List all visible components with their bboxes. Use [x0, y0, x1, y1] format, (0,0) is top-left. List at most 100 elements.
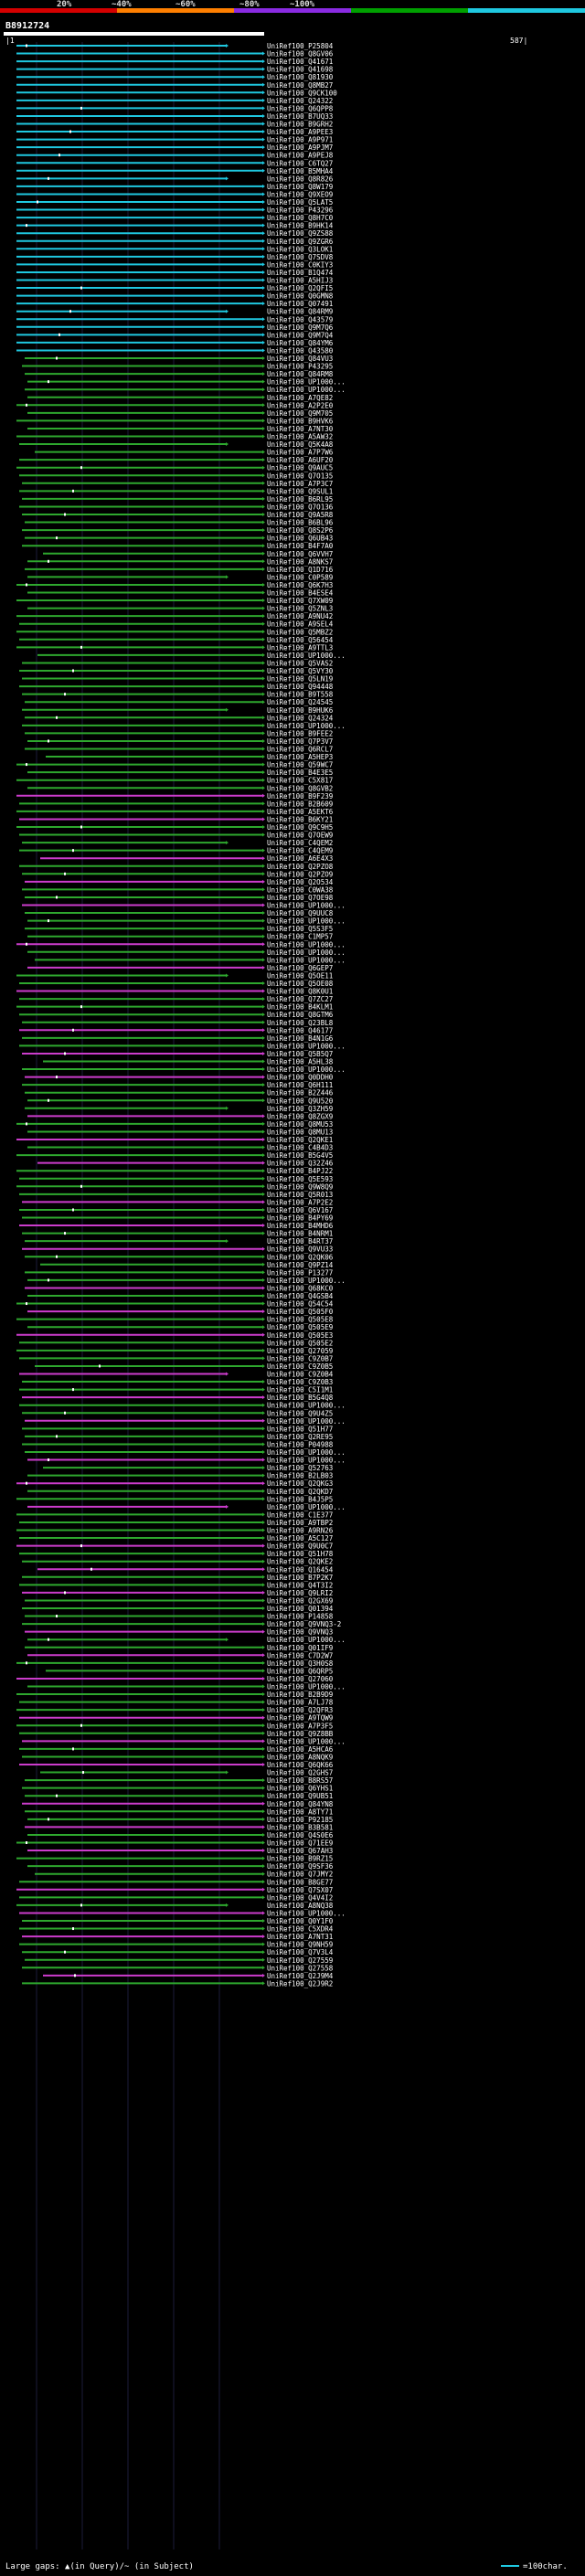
- hit-arrow: [262, 1215, 265, 1220]
- hit-arrow: [262, 599, 265, 603]
- hit-label: UniRef100_Q9UUC8: [267, 909, 334, 917]
- hit-arrow: [262, 1246, 265, 1251]
- hit-label: UniRef100_C9Z0B5: [267, 1362, 333, 1371]
- hit-label: UniRef100_Q8MU13: [267, 1128, 333, 1136]
- hit-label: UniRef100_Q5B5Q7: [267, 1050, 333, 1058]
- hit-arrow: [226, 1770, 229, 1775]
- hit-arrow: [262, 1075, 265, 1079]
- hit-label: UniRef100_UP1000...: [267, 1402, 346, 1410]
- hit-label: UniRef100_A9P971: [267, 136, 333, 144]
- hit-arrow: [262, 1356, 265, 1361]
- hit-label: UniRef100_Q4S0E6: [267, 1831, 334, 1839]
- hit-label: UniRef100_Q43580: [267, 346, 334, 355]
- hit-arrow: [226, 1106, 229, 1110]
- hit-label: UniRef100_B9HVK6: [267, 417, 334, 425]
- hit-arrow: [262, 1723, 265, 1728]
- gap-marker: [80, 106, 82, 110]
- hit-arrow: [262, 1153, 265, 1158]
- hit-arrow: [262, 1512, 265, 1517]
- hit-arrow: [262, 652, 265, 657]
- hit-label: UniRef100_Q8S2P6: [267, 526, 334, 535]
- gap-marker: [80, 1903, 82, 1907]
- hit-label: UniRef100_Q6K7H3: [267, 581, 333, 589]
- hit-arrow: [262, 348, 265, 353]
- hit-arrow: [226, 1372, 229, 1376]
- hit-label: UniRef100_Q2PZO8: [267, 863, 334, 871]
- hit-label: UniRef100_Q9SUL1: [267, 487, 333, 495]
- hit-label: UniRef100_C9Z0B7: [267, 1354, 333, 1362]
- hit-label: UniRef100_Q6UB43: [267, 535, 333, 543]
- hit-label: UniRef100_UP1000...: [267, 1277, 346, 1285]
- hit-label: UniRef100_Q9U4Z5: [267, 1409, 333, 1417]
- hit-label: UniRef100_B8GE77: [267, 1878, 333, 1886]
- hit-label: UniRef100_B9GRH2: [267, 121, 333, 129]
- hit-label: UniRef100_A7NT30: [267, 425, 334, 433]
- hit-arrow: [262, 1973, 265, 1977]
- hit-label: UniRef100_A5HL38: [267, 1058, 334, 1066]
- hit-arrow: [262, 231, 265, 236]
- hit-arrow: [262, 762, 265, 767]
- hit-label: UniRef100_A5C127: [267, 1534, 333, 1542]
- hit-label: UniRef100_B9HK14: [267, 222, 334, 230]
- hit-arrow: [262, 75, 265, 80]
- hit-arrow: [262, 458, 265, 462]
- hit-label: UniRef100_B4KLM1: [267, 1003, 333, 1012]
- hit-label: UniRef100_A9PJM7: [267, 143, 333, 152]
- hit-arrow: [262, 879, 265, 884]
- hit-arrow: [262, 82, 265, 87]
- gap-marker: [26, 1841, 27, 1844]
- hit-arrow: [262, 1255, 265, 1259]
- legend-100char: =100char.: [523, 2562, 568, 2571]
- hit-arrow: [262, 1067, 265, 1072]
- gap-marker: [26, 403, 27, 407]
- hit-label: UniRef100_Q6QRP5: [267, 1667, 333, 1675]
- hit-arrow: [262, 1192, 265, 1196]
- hit-label: UniRef100_Q2O534: [267, 878, 334, 886]
- gap-marker: [64, 1950, 66, 1954]
- hit-label: UniRef100_A8TY71: [267, 1807, 333, 1816]
- gap-marker: [72, 1028, 74, 1032]
- hit-label: UniRef100_P43295: [267, 363, 333, 371]
- hit-arrow: [262, 270, 265, 274]
- hit-label: UniRef100_A9TQW9: [267, 1714, 333, 1723]
- hit-label: UniRef100_UP1000...: [267, 1457, 346, 1465]
- hit-arrow: [262, 895, 265, 899]
- gap-marker: [99, 1364, 101, 1368]
- hit-label: UniRef100_UP1000...: [267, 1448, 346, 1457]
- hit-arrow: [262, 669, 265, 673]
- hit-arrow: [262, 1473, 265, 1478]
- hit-arrow: [262, 1950, 265, 1955]
- hit-arrow: [262, 770, 265, 775]
- query-bar: [4, 32, 264, 36]
- hit-arrow: [262, 630, 265, 634]
- hit-arrow: [262, 1176, 265, 1181]
- hit-arrow: [262, 1926, 265, 1931]
- hit-label: UniRef100_Q7XW09: [267, 597, 333, 605]
- hit-arrow: [262, 426, 265, 430]
- hit-label: UniRef100_UP1000...: [267, 902, 346, 910]
- hit-arrow: [262, 340, 265, 345]
- gap-marker: [26, 583, 27, 587]
- gap-marker: [80, 286, 82, 290]
- gap-marker: [72, 1388, 74, 1392]
- hit-label: UniRef100_Q505E3: [267, 1331, 333, 1340]
- hit-label: UniRef100_A5EKT6: [267, 808, 334, 816]
- hit-arrow: [262, 965, 265, 970]
- gap-marker: [72, 489, 74, 493]
- hit-arrow: [262, 1411, 265, 1415]
- hit-label: UniRef100_B4PY69: [267, 1214, 333, 1223]
- hit-label: UniRef100_P14858: [267, 1613, 334, 1621]
- hit-label: UniRef100_B9HUK6: [267, 706, 334, 715]
- hit-arrow: [262, 1301, 265, 1306]
- hit-label: UniRef100_A2P2E0: [267, 401, 334, 409]
- hit-arrow: [262, 684, 265, 689]
- hit-arrow: [262, 51, 265, 56]
- hit-arrow: [262, 1895, 265, 1900]
- hit-arrow: [262, 1754, 265, 1759]
- hit-label: UniRef100_A8NQ38: [267, 1902, 334, 1910]
- hit-label: UniRef100_Q7V3L4: [267, 1948, 334, 1956]
- hit-label: UniRef100_Q2J9M4: [267, 1972, 334, 1980]
- hit-label: UniRef100_C9Z0B4: [267, 1371, 334, 1379]
- hit-arrow: [262, 1277, 265, 1282]
- hit-arrow: [262, 1809, 265, 1814]
